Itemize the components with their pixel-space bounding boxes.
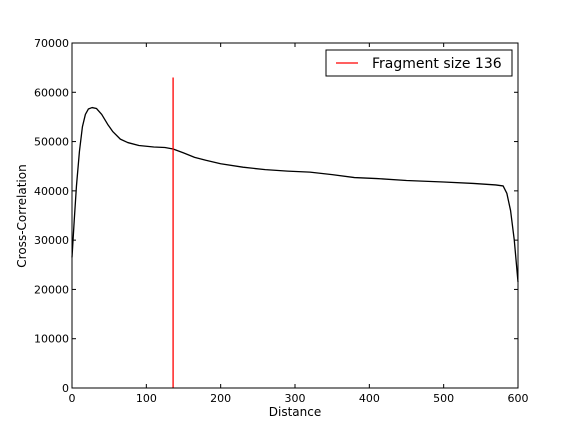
y-tick-label: 70000 [34, 37, 69, 50]
y-tick-label: 10000 [34, 333, 69, 346]
series-line-0 [71, 106, 519, 283]
x-tick-label: 200 [210, 392, 231, 405]
axes-layer: 0 100 200 300 400 500 600 0 10000 20000 30000 40000… [34, 37, 529, 405]
x-tick-label: 600 [508, 392, 529, 405]
x-tick-label: 400 [359, 392, 380, 405]
y-tick-label: 0 [62, 382, 69, 395]
legend-label: Fragment size 136 [372, 56, 502, 72]
y-tick-label: 20000 [34, 283, 69, 296]
y-tick-label: 30000 [34, 234, 69, 247]
x-axis-label: Distance [269, 405, 321, 419]
x-tick-label: 500 [433, 392, 454, 405]
x-tick-label: 0 [69, 392, 76, 405]
y-axis-label: Cross-Correlation [15, 164, 29, 267]
plot-background [72, 43, 518, 388]
y-tick-label: 50000 [34, 136, 69, 149]
x-tick-label: 300 [285, 392, 306, 405]
plot-area [72, 43, 518, 388]
series-layer [71, 77, 519, 388]
x-tick-label: 100 [136, 392, 157, 405]
legend: Fragment size 136 [325, 49, 513, 77]
y-tick-label: 40000 [34, 185, 69, 198]
y-tick-label: 60000 [34, 86, 69, 99]
